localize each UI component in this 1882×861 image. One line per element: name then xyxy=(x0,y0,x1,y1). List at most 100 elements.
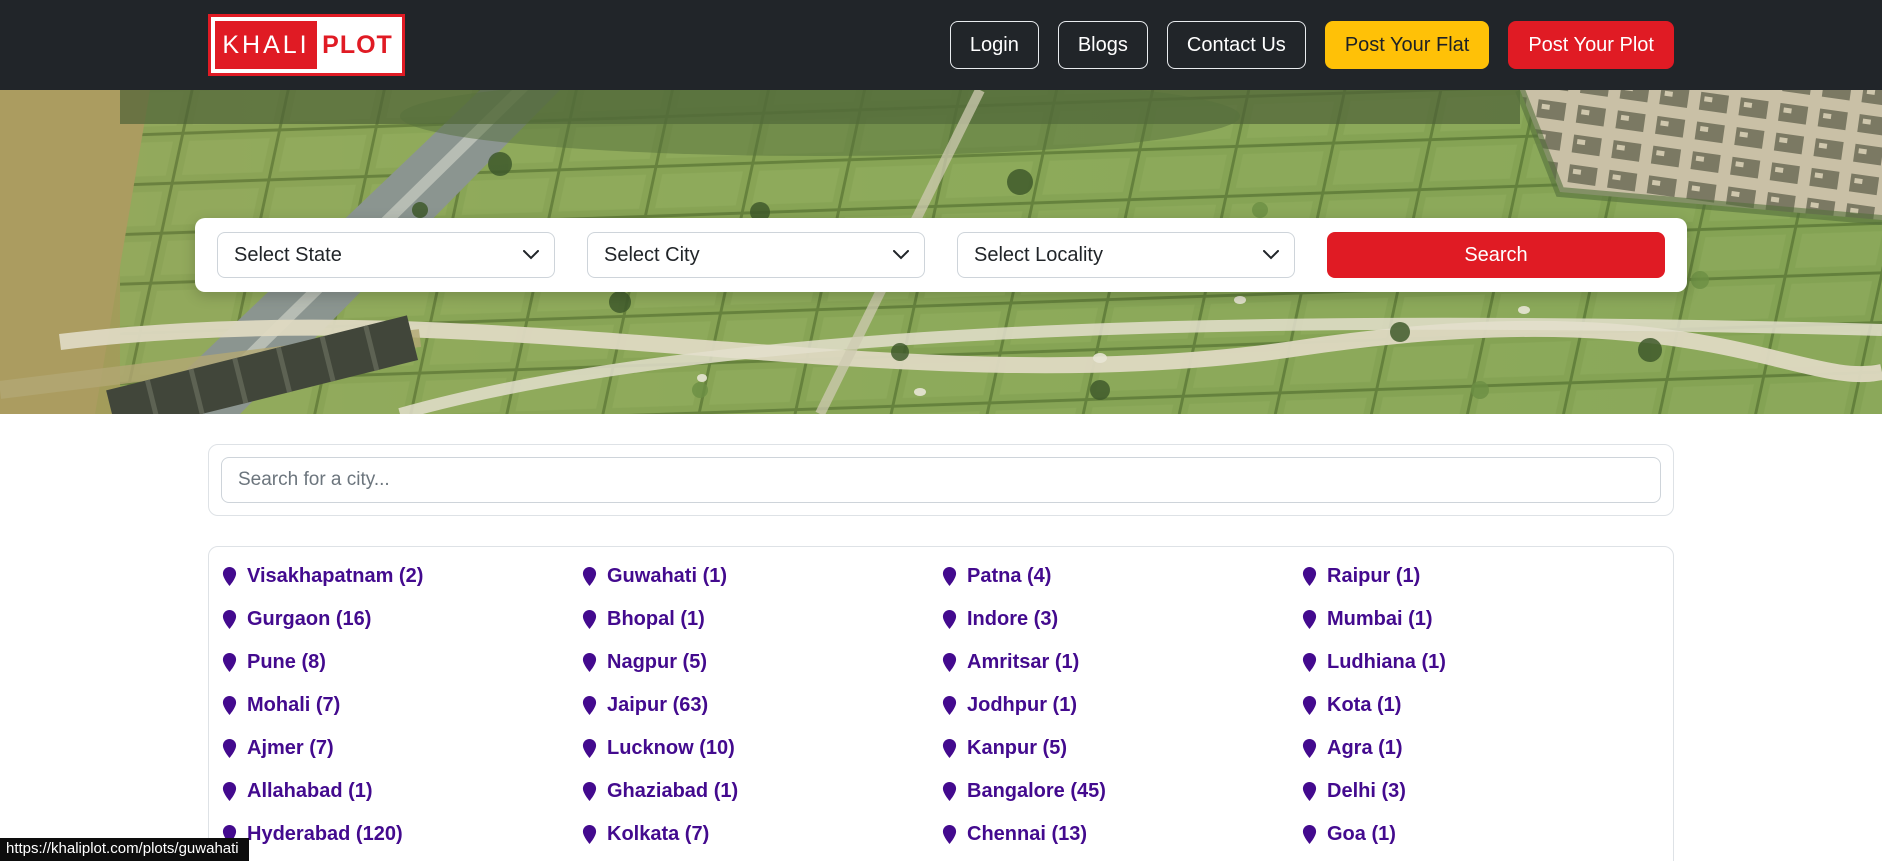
city-search-input[interactable] xyxy=(221,457,1661,503)
city-link-ajmer[interactable]: Ajmer (7) xyxy=(221,737,334,759)
map-pin-icon xyxy=(1302,824,1317,844)
map-pin-icon xyxy=(582,652,597,672)
city-link-kota[interactable]: Kota (1) xyxy=(1301,694,1401,716)
map-pin-icon xyxy=(942,695,957,715)
city-link-bhopal[interactable]: Bhopal (1) xyxy=(581,608,705,630)
city-link-label: Kanpur (5) xyxy=(967,737,1067,759)
city-link-jodhpur[interactable]: Jodhpur (1) xyxy=(941,694,1077,716)
map-pin-icon xyxy=(1302,609,1317,629)
blogs-button[interactable]: Blogs xyxy=(1057,21,1148,69)
city-link-ludhiana[interactable]: Ludhiana (1) xyxy=(1301,651,1446,673)
map-pin-icon xyxy=(582,609,597,629)
brand-logo-plot: PLOT xyxy=(322,30,393,59)
state-select[interactable]: Select State xyxy=(217,232,555,278)
map-pin-icon xyxy=(222,738,237,758)
login-button[interactable]: Login xyxy=(949,21,1039,69)
city-link-allahabad[interactable]: Allahabad (1) xyxy=(221,780,373,802)
city-link-label: Jaipur (63) xyxy=(607,694,709,716)
city-list-item: Goa (1) xyxy=(1301,823,1661,845)
map-pin-icon xyxy=(942,738,957,758)
contact-us-button[interactable]: Contact Us xyxy=(1166,21,1306,69)
city-list-item: Raipur (1) xyxy=(1301,565,1661,587)
search-button[interactable]: Search xyxy=(1327,232,1665,278)
city-link-visakhapatnam[interactable]: Visakhapatnam (2) xyxy=(221,565,423,587)
city-link-label: Lucknow (10) xyxy=(607,737,735,759)
map-pin-icon xyxy=(222,609,237,629)
map-pin-icon xyxy=(942,609,957,629)
city-link-pune[interactable]: Pune (8) xyxy=(221,651,326,673)
city-link-label: Patna (4) xyxy=(967,565,1052,587)
map-pin-icon xyxy=(1302,781,1317,801)
city-column: Visakhapatnam (2) Gurgaon (16) Pune (8) Moh… xyxy=(221,565,581,861)
city-list-item: Pune (8) xyxy=(221,651,581,673)
map-pin-icon xyxy=(582,566,597,586)
brand-logo[interactable]: KHALI PLOT xyxy=(208,14,405,76)
city-link-label: Mumbai (1) xyxy=(1327,608,1433,630)
locality-select[interactable]: Select Locality xyxy=(957,232,1295,278)
map-pin-icon xyxy=(1302,695,1317,715)
city-list-item: Delhi (3) xyxy=(1301,780,1661,802)
city-link-jaipur[interactable]: Jaipur (63) xyxy=(581,694,708,716)
navbar-actions: Login Blogs Contact Us Post Your Flat Po… xyxy=(949,21,1674,69)
map-pin-icon xyxy=(582,781,597,801)
city-link-ghaziabad[interactable]: Ghaziabad (1) xyxy=(581,780,738,802)
city-link-kolkata[interactable]: Kolkata (7) xyxy=(581,823,709,845)
map-pin-icon xyxy=(222,566,237,586)
city-link-label: Ludhiana (1) xyxy=(1327,651,1446,673)
city-link-nagpur[interactable]: Nagpur (5) xyxy=(581,651,707,673)
city-list-item: Amritsar (1) xyxy=(941,651,1301,673)
post-your-plot-button[interactable]: Post Your Plot xyxy=(1508,21,1674,69)
city-link-guwahati[interactable]: Guwahati (1) xyxy=(581,565,727,587)
city-link-label: Allahabad (1) xyxy=(247,780,373,802)
city-link-label: Kota (1) xyxy=(1327,694,1402,716)
link-preview-status-bar: https://khaliplot.com/plots/guwahati xyxy=(0,838,249,861)
city-link-label: Amritsar (1) xyxy=(967,651,1080,673)
map-pin-icon xyxy=(942,781,957,801)
city-link-agra[interactable]: Agra (1) xyxy=(1301,737,1403,759)
map-pin-icon xyxy=(222,781,237,801)
city-link-chennai[interactable]: Chennai (13) xyxy=(941,823,1087,845)
city-link-mohali[interactable]: Mohali (7) xyxy=(221,694,340,716)
post-your-flat-button[interactable]: Post Your Flat xyxy=(1324,21,1490,69)
city-link-mumbai[interactable]: Mumbai (1) xyxy=(1301,608,1433,630)
city-link-delhi[interactable]: Delhi (3) xyxy=(1301,780,1406,802)
city-list-item: Visakhapatnam (2) xyxy=(221,565,581,587)
city-link-indore[interactable]: Indore (3) xyxy=(941,608,1058,630)
map-pin-icon xyxy=(1302,566,1317,586)
city-list-item: Indore (3) xyxy=(941,608,1301,630)
city-link-patna[interactable]: Patna (4) xyxy=(941,565,1051,587)
main-content: Visakhapatnam (2) Gurgaon (16) Pune (8) Moh… xyxy=(0,414,1882,861)
map-pin-icon xyxy=(582,824,597,844)
city-link-label: Bhopal (1) xyxy=(607,608,705,630)
city-list-item: Jodhpur (1) xyxy=(941,694,1301,716)
city-link-label: Guwahati (1) xyxy=(607,565,728,587)
city-list-item: Allahabad (1) xyxy=(221,780,581,802)
city-list-card: Visakhapatnam (2) Gurgaon (16) Pune (8) Moh… xyxy=(208,546,1674,861)
city-link-raipur[interactable]: Raipur (1) xyxy=(1301,565,1420,587)
city-link-lucknow[interactable]: Lucknow (10) xyxy=(581,737,735,759)
city-link-label: Raipur (1) xyxy=(1327,565,1421,587)
city-list-item: Nagpur (5) xyxy=(581,651,941,673)
city-list-item: Patna (4) xyxy=(941,565,1301,587)
city-select[interactable]: Select City xyxy=(587,232,925,278)
top-navbar: KHALI PLOT Login Blogs Contact Us Post Y… xyxy=(0,0,1882,90)
city-list-item: Bangalore (45) xyxy=(941,780,1301,802)
city-link-gurgaon[interactable]: Gurgaon (16) xyxy=(221,608,371,630)
city-link-label: Jodhpur (1) xyxy=(967,694,1077,716)
city-link-bangalore[interactable]: Bangalore (45) xyxy=(941,780,1106,802)
city-list-item: Bhopal (1) xyxy=(581,608,941,630)
city-link-label: Pune (8) xyxy=(247,651,326,673)
city-link-label: Indore (3) xyxy=(967,608,1059,630)
map-pin-icon xyxy=(222,652,237,672)
city-link-kanpur[interactable]: Kanpur (5) xyxy=(941,737,1067,759)
city-list-item: Ajmer (7) xyxy=(221,737,581,759)
city-link-goa[interactable]: Goa (1) xyxy=(1301,823,1396,845)
city-link-label: Mohali (7) xyxy=(247,694,341,716)
city-link-amritsar[interactable]: Amritsar (1) xyxy=(941,651,1079,673)
brand-logo-khali: KHALI xyxy=(215,21,317,69)
map-pin-icon xyxy=(942,824,957,844)
city-list-item: Ghaziabad (1) xyxy=(581,780,941,802)
city-list-item: Mumbai (1) xyxy=(1301,608,1661,630)
city-select-wrap: Select City xyxy=(587,232,925,278)
city-list-item: Jaipur (63) xyxy=(581,694,941,716)
